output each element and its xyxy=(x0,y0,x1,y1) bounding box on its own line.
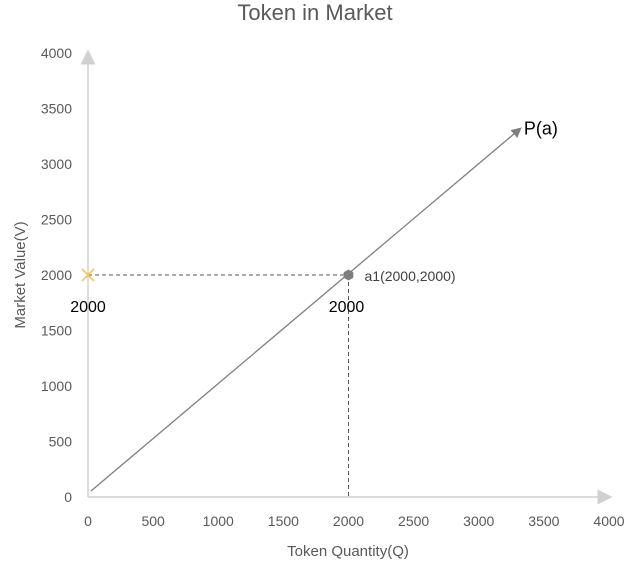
y-tick-label: 3000 xyxy=(41,156,72,172)
data-point-label: a1(2000,2000) xyxy=(365,268,456,284)
y-tick-label: 2500 xyxy=(41,212,72,228)
x-tick-label: 0 xyxy=(84,513,92,529)
x-tick-label: 1000 xyxy=(203,513,234,529)
chart-title: Token in Market xyxy=(237,0,392,25)
data-point xyxy=(343,269,354,281)
axes xyxy=(80,49,613,505)
x-tick-label: 500 xyxy=(141,513,165,529)
y-tick-label: 0 xyxy=(64,489,72,505)
guide-lines xyxy=(88,274,349,497)
y-tick-labels: 0 500 1000 1500 2000 2500 3000 3500 4000 xyxy=(41,45,72,505)
y-tick-label: 4000 xyxy=(41,45,72,61)
y-tick-label: 1500 xyxy=(41,323,72,339)
x-axis-title: Token Quantity(Q) xyxy=(287,543,409,560)
x-tick-label: 3500 xyxy=(528,513,559,529)
x-tick-label: 1500 xyxy=(268,513,299,529)
y-axis-marker xyxy=(81,268,95,282)
y-value-annotation: 2000 xyxy=(70,299,106,316)
x-value-annotation: 2000 xyxy=(329,299,365,316)
x-tick-label: 4000 xyxy=(593,513,624,529)
series-label: P(a) xyxy=(524,119,558,139)
series-layer: P(a) xyxy=(90,119,558,492)
points-layer: a1(2000,2000) xyxy=(81,268,456,284)
x-tick-labels: 0 500 1000 1500 2000 2500 3000 3500 4000 xyxy=(84,513,625,529)
x-tick-label: 2000 xyxy=(333,513,364,529)
y-tick-label: 500 xyxy=(49,434,73,450)
y-axis-title: Market Value(V) xyxy=(12,221,29,328)
x-tick-label: 2500 xyxy=(398,513,429,529)
y-tick-label: 1000 xyxy=(41,378,72,394)
y-tick-label: 3500 xyxy=(41,101,72,117)
y-tick-label: 2000 xyxy=(41,267,72,283)
series-line xyxy=(90,127,522,492)
x-tick-label: 3000 xyxy=(463,513,494,529)
